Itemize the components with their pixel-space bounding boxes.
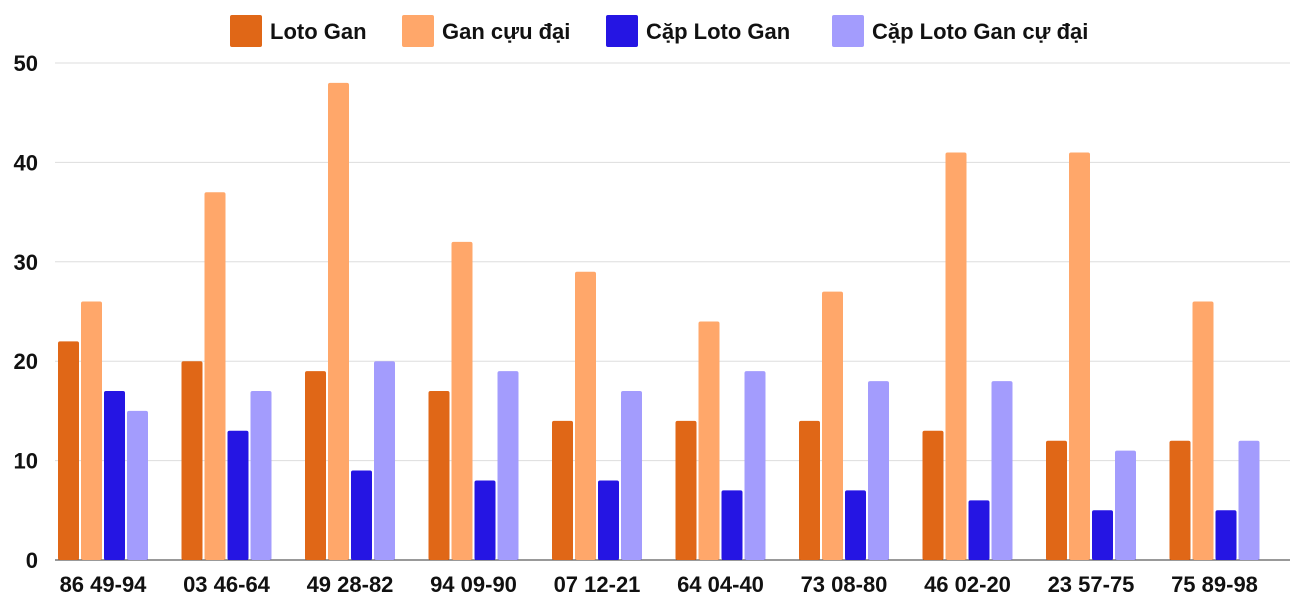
x-tick-label: 75 89-98	[1171, 572, 1258, 597]
x-tick-label: 73 08-80	[801, 572, 888, 597]
legend-item-3[interactable]: Cặp Loto Gan	[606, 15, 790, 47]
bar-3-4	[474, 480, 496, 560]
bar-2-4	[451, 241, 473, 561]
y-tick-label: 20	[14, 349, 38, 374]
legend-swatch	[832, 15, 864, 47]
legend-label: Loto Gan	[270, 19, 367, 44]
bar-2-2	[204, 192, 226, 560]
y-tick-label: 0	[26, 548, 38, 573]
legend-swatch	[606, 15, 638, 47]
bar-4-1	[127, 410, 148, 560]
bar-2-9	[1069, 152, 1090, 560]
bar-3-7	[845, 490, 866, 560]
bar-1-8	[922, 430, 944, 560]
bar-4-3	[374, 361, 395, 560]
bar-1-7	[799, 420, 820, 560]
bar-3-3	[351, 470, 372, 560]
x-tick-label: 46 02-20	[924, 572, 1011, 597]
bar-2-8	[945, 152, 967, 560]
bar-3-1	[104, 391, 125, 560]
bar-2-7	[822, 291, 843, 560]
bar-1-10	[1169, 440, 1191, 560]
bar-3-8	[968, 500, 990, 560]
bar-2-1	[81, 301, 102, 560]
legend-item-1[interactable]: Loto Gan	[230, 15, 367, 47]
x-tick-label: 49 28-82	[307, 572, 394, 597]
bar-4-4	[497, 371, 519, 560]
legend-label: Cặp Loto Gan cự đại	[872, 19, 1088, 44]
bar-1-4	[428, 391, 450, 560]
bar-3-10	[1215, 510, 1237, 560]
x-tick-label: 86 49-94	[60, 572, 148, 597]
bar-1-2	[181, 361, 203, 560]
y-tick-label: 10	[14, 449, 38, 474]
x-tick-label: 94 09-90	[430, 572, 517, 597]
bar-3-6	[721, 490, 743, 560]
bar-3-9	[1092, 510, 1113, 560]
bar-1-9	[1046, 440, 1067, 560]
legend-swatch	[230, 15, 262, 47]
bar-3-2	[227, 430, 249, 560]
x-tick-label: 64 04-40	[677, 572, 764, 597]
x-tick-label: 07 12-21	[554, 572, 641, 597]
bar-4-10	[1238, 440, 1260, 560]
y-axis: 0 10 20 30 40 50	[14, 51, 38, 573]
bar-2-3	[328, 82, 349, 560]
bar-4-2	[250, 391, 272, 560]
legend-item-2[interactable]: Gan cựu đại	[402, 15, 570, 47]
bar-4-9	[1115, 450, 1136, 560]
y-tick-label: 40	[14, 150, 38, 175]
bar-2-10	[1192, 301, 1214, 560]
legend-item-4[interactable]: Cặp Loto Gan cự đại	[832, 15, 1088, 47]
x-tick-label: 03 46-64	[183, 572, 271, 597]
x-axis: 86 49-94 03 46-64 49 28-82 94 09-90 07 12-21…	[60, 572, 1258, 597]
bar-1-1	[58, 341, 79, 560]
bar-4-8	[991, 381, 1013, 560]
legend-label: Cặp Loto Gan	[646, 19, 790, 44]
bar-2-6	[698, 321, 720, 560]
y-tick-label: 30	[14, 250, 38, 275]
y-tick-label: 50	[14, 51, 38, 76]
legend-label: Gan cựu đại	[442, 19, 570, 44]
legend-swatch	[402, 15, 434, 47]
bar-4-6	[744, 371, 766, 560]
bar-1-3	[305, 371, 326, 560]
x-tick-label: 23 57-75	[1048, 572, 1135, 597]
bar-4-7	[868, 381, 889, 560]
bars	[58, 82, 1260, 561]
legend: Loto Gan Gan cựu đại Cặp Loto Gan Cặp Loto …	[230, 15, 1088, 47]
bar-2-5	[575, 271, 596, 560]
bar-4-5	[621, 391, 642, 560]
bar-3-5	[598, 480, 619, 560]
bar-1-5	[552, 420, 573, 560]
bar-1-6	[675, 420, 697, 560]
